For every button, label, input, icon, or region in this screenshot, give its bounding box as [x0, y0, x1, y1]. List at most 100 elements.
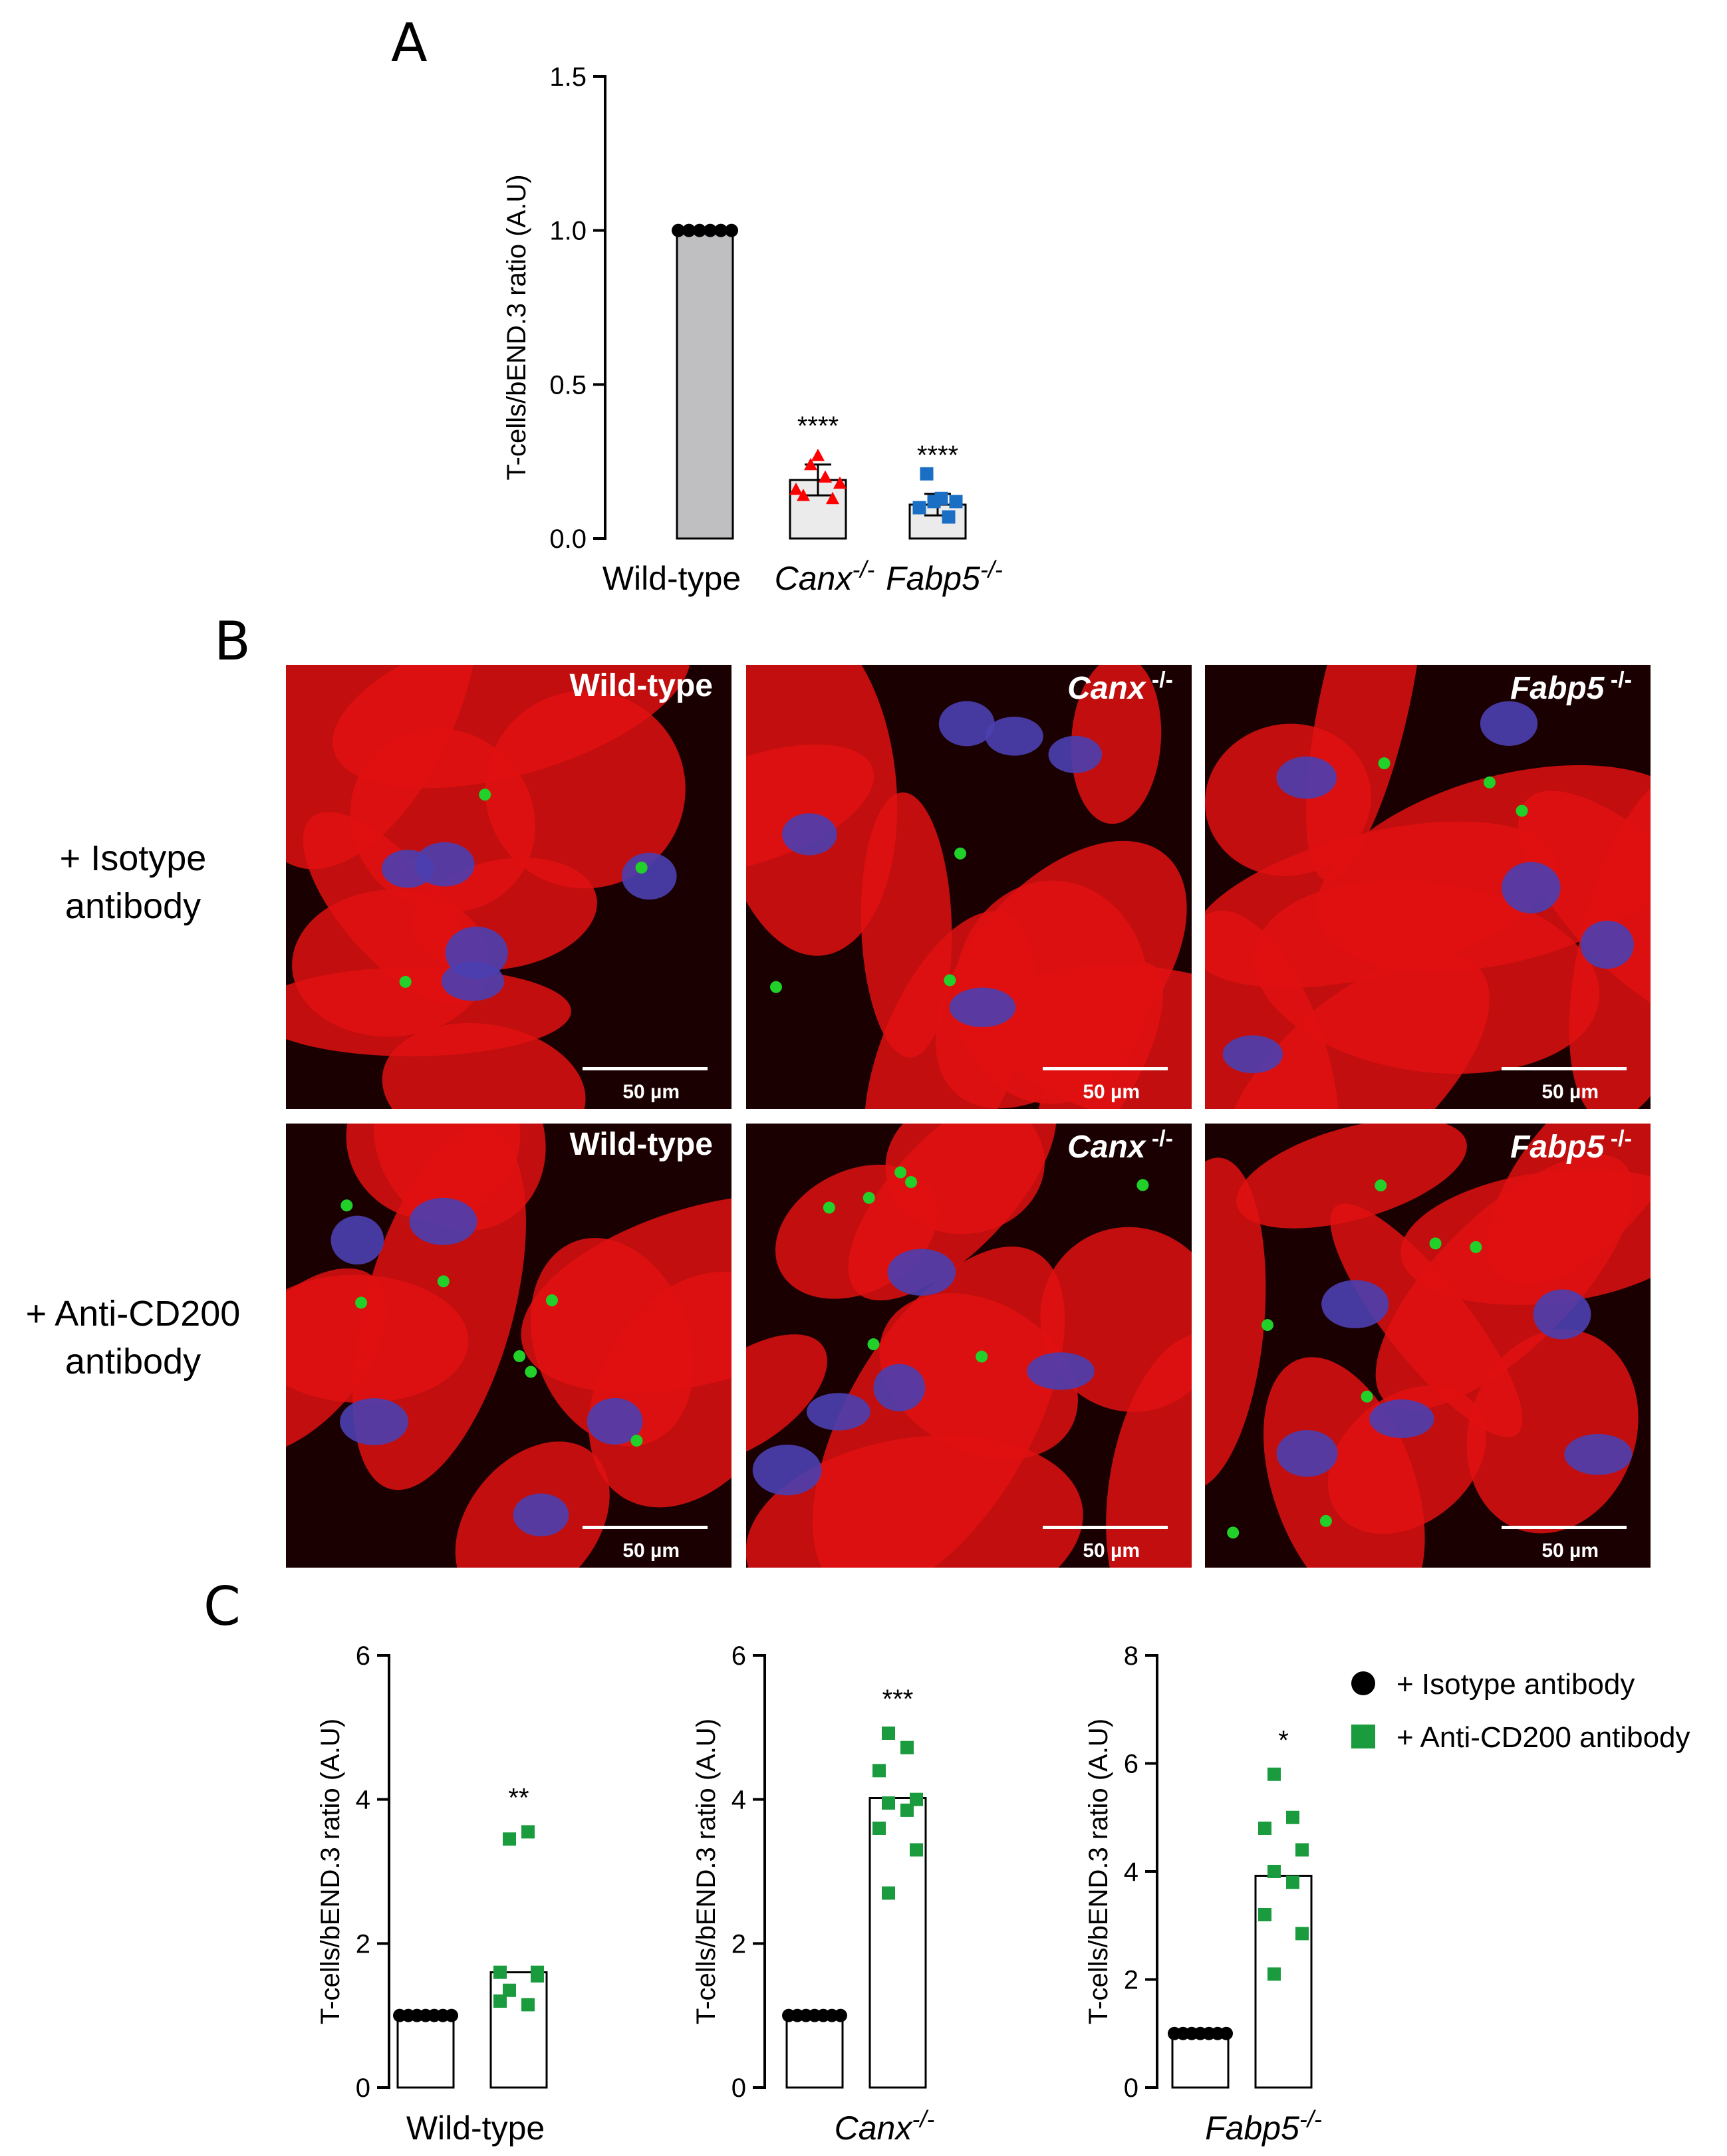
scale-bar — [1502, 1526, 1627, 1529]
tile-label: Wild-type — [569, 1126, 713, 1163]
chart-c-point — [1295, 1927, 1309, 1941]
nucleus — [445, 926, 508, 979]
chart-c-ytick-label: 4 — [1124, 1857, 1138, 1887]
chart-c-point — [493, 1965, 507, 1979]
t-cell — [1319, 1514, 1332, 1527]
chart-c-ylabel: T-cells/bEND.3 ratio (A.U) — [692, 1719, 721, 2024]
chart-c-point — [882, 1796, 895, 1810]
chart-c-ytick-label: 4 — [356, 1786, 370, 1815]
scale-bar — [583, 1067, 708, 1070]
tile-label-genotype: -/- — [1145, 1126, 1173, 1151]
chart-c-point — [1267, 1967, 1281, 1981]
cell-stain-pattern — [746, 665, 1192, 1109]
chart-a-bar — [676, 229, 734, 540]
chart-c-significance: *** — [882, 1685, 914, 1714]
t-cell — [635, 862, 648, 874]
tile-label-name: Canx — [1067, 671, 1146, 706]
chart-c-bar — [489, 1971, 548, 2089]
chart-c-ytick-label: 6 — [356, 1641, 370, 1671]
chart-c-point — [1286, 1875, 1299, 1889]
actin-region — [485, 690, 686, 889]
actin-region — [935, 840, 1187, 1109]
tile-label-genotype: -/- — [1604, 1126, 1632, 1151]
chart-c-point — [1267, 1865, 1281, 1878]
tile-label: Fabp5 -/- — [1510, 1126, 1632, 1165]
chart-c-xlabel: Fabp5-/- — [1205, 2105, 1322, 2147]
chart-c-ytick-label: 6 — [731, 1641, 746, 1671]
chart-c-ytick-label: 2 — [1124, 1966, 1138, 1995]
chart-c-point — [521, 1998, 535, 2012]
tile-label-name: Fabp5 — [1510, 1130, 1605, 1165]
chart-a-point — [826, 491, 839, 505]
panel-label-c: C — [203, 1576, 241, 1637]
actin-region — [1330, 1203, 1523, 1437]
nucleus — [938, 701, 995, 747]
nucleus — [414, 842, 475, 887]
chart-a-point — [804, 457, 817, 471]
t-cell — [1378, 757, 1391, 770]
actin-region — [1205, 1157, 1266, 1490]
chart-c-point — [834, 2008, 847, 2022]
nucleus — [331, 1215, 384, 1265]
chart-c-significance: * — [1278, 1726, 1289, 1755]
legend-isotype-marker — [1351, 1671, 1375, 1695]
actin-region — [1327, 1385, 1486, 1534]
chart-c-point — [1258, 1822, 1271, 1835]
nucleus — [1276, 756, 1337, 799]
t-cell — [863, 1191, 875, 1204]
scale-bar-label: 50 µm — [1541, 1540, 1599, 1562]
microscopy-image: Wild-type 50 µm — [286, 665, 731, 1109]
chart-c-point — [493, 1994, 507, 2008]
t-cell — [355, 1296, 368, 1309]
nucleus — [513, 1493, 569, 1536]
chart-c-point — [882, 1727, 895, 1740]
nucleus — [1564, 1433, 1633, 1475]
microscopy-image: Canx -/- 50 µm — [746, 665, 1192, 1109]
nucleus — [1480, 701, 1538, 746]
chart-c-ylabel: T-cells/bEND.3 ratio (A.U) — [1084, 1719, 1113, 2024]
tile-label: Canx -/- — [1067, 667, 1173, 707]
row-label-anti-cd200-line2: antibody — [65, 1342, 201, 1381]
chart-a-significance: **** — [797, 412, 839, 441]
t-cell — [905, 1176, 918, 1189]
t-cell — [1516, 804, 1528, 817]
chart-c-point — [1267, 1767, 1281, 1781]
scale-bar — [1502, 1067, 1627, 1070]
chart-a-ytick-label: 1.5 — [549, 62, 587, 92]
chart-c-ylabel: T-cells/bEND.3 ratio (A.U) — [316, 1719, 345, 2024]
nucleus — [985, 717, 1043, 756]
chart-c-point — [1258, 1908, 1271, 1921]
nucleus — [1321, 1280, 1389, 1328]
scale-bar-label: 50 µm — [622, 1540, 680, 1562]
tile-label-genotype: -/- — [1145, 667, 1173, 693]
chart-a-category-label: Wild-type — [602, 560, 741, 597]
t-cell — [976, 1350, 988, 1363]
cell-stain-pattern — [286, 1124, 731, 1568]
actin-region — [374, 1124, 546, 1231]
chart-a-point — [912, 501, 926, 515]
microscopy-image: Fabp5 -/- 50 µm — [1205, 1124, 1651, 1568]
nucleus — [1027, 1352, 1095, 1390]
actin-region — [1254, 880, 1600, 1074]
chart-c-bar — [785, 2014, 844, 2089]
actin-region — [1071, 665, 1162, 824]
t-cell — [340, 1199, 353, 1212]
nucleus — [1533, 1289, 1591, 1340]
chart-a-point — [811, 448, 825, 461]
t-cell — [1470, 1241, 1482, 1253]
t-cell — [525, 1366, 537, 1378]
chart-a-point — [833, 476, 847, 489]
chart-a-ytick-label: 0.5 — [549, 370, 587, 400]
microscopy-image: Wild-type 50 µm — [286, 1124, 731, 1568]
chart-c-point — [872, 1764, 886, 1778]
nucleus — [340, 1398, 408, 1445]
chart-c-ytick-label: 0 — [356, 2074, 370, 2103]
nucleus — [587, 1397, 643, 1445]
cell-stain-pattern — [1205, 665, 1651, 1109]
chart-a-point — [819, 470, 832, 483]
tile-label: Wild-type — [569, 667, 713, 704]
t-cell — [399, 975, 412, 988]
t-cell — [1429, 1237, 1442, 1250]
chart-a-point — [693, 223, 706, 237]
t-cell — [513, 1350, 526, 1362]
